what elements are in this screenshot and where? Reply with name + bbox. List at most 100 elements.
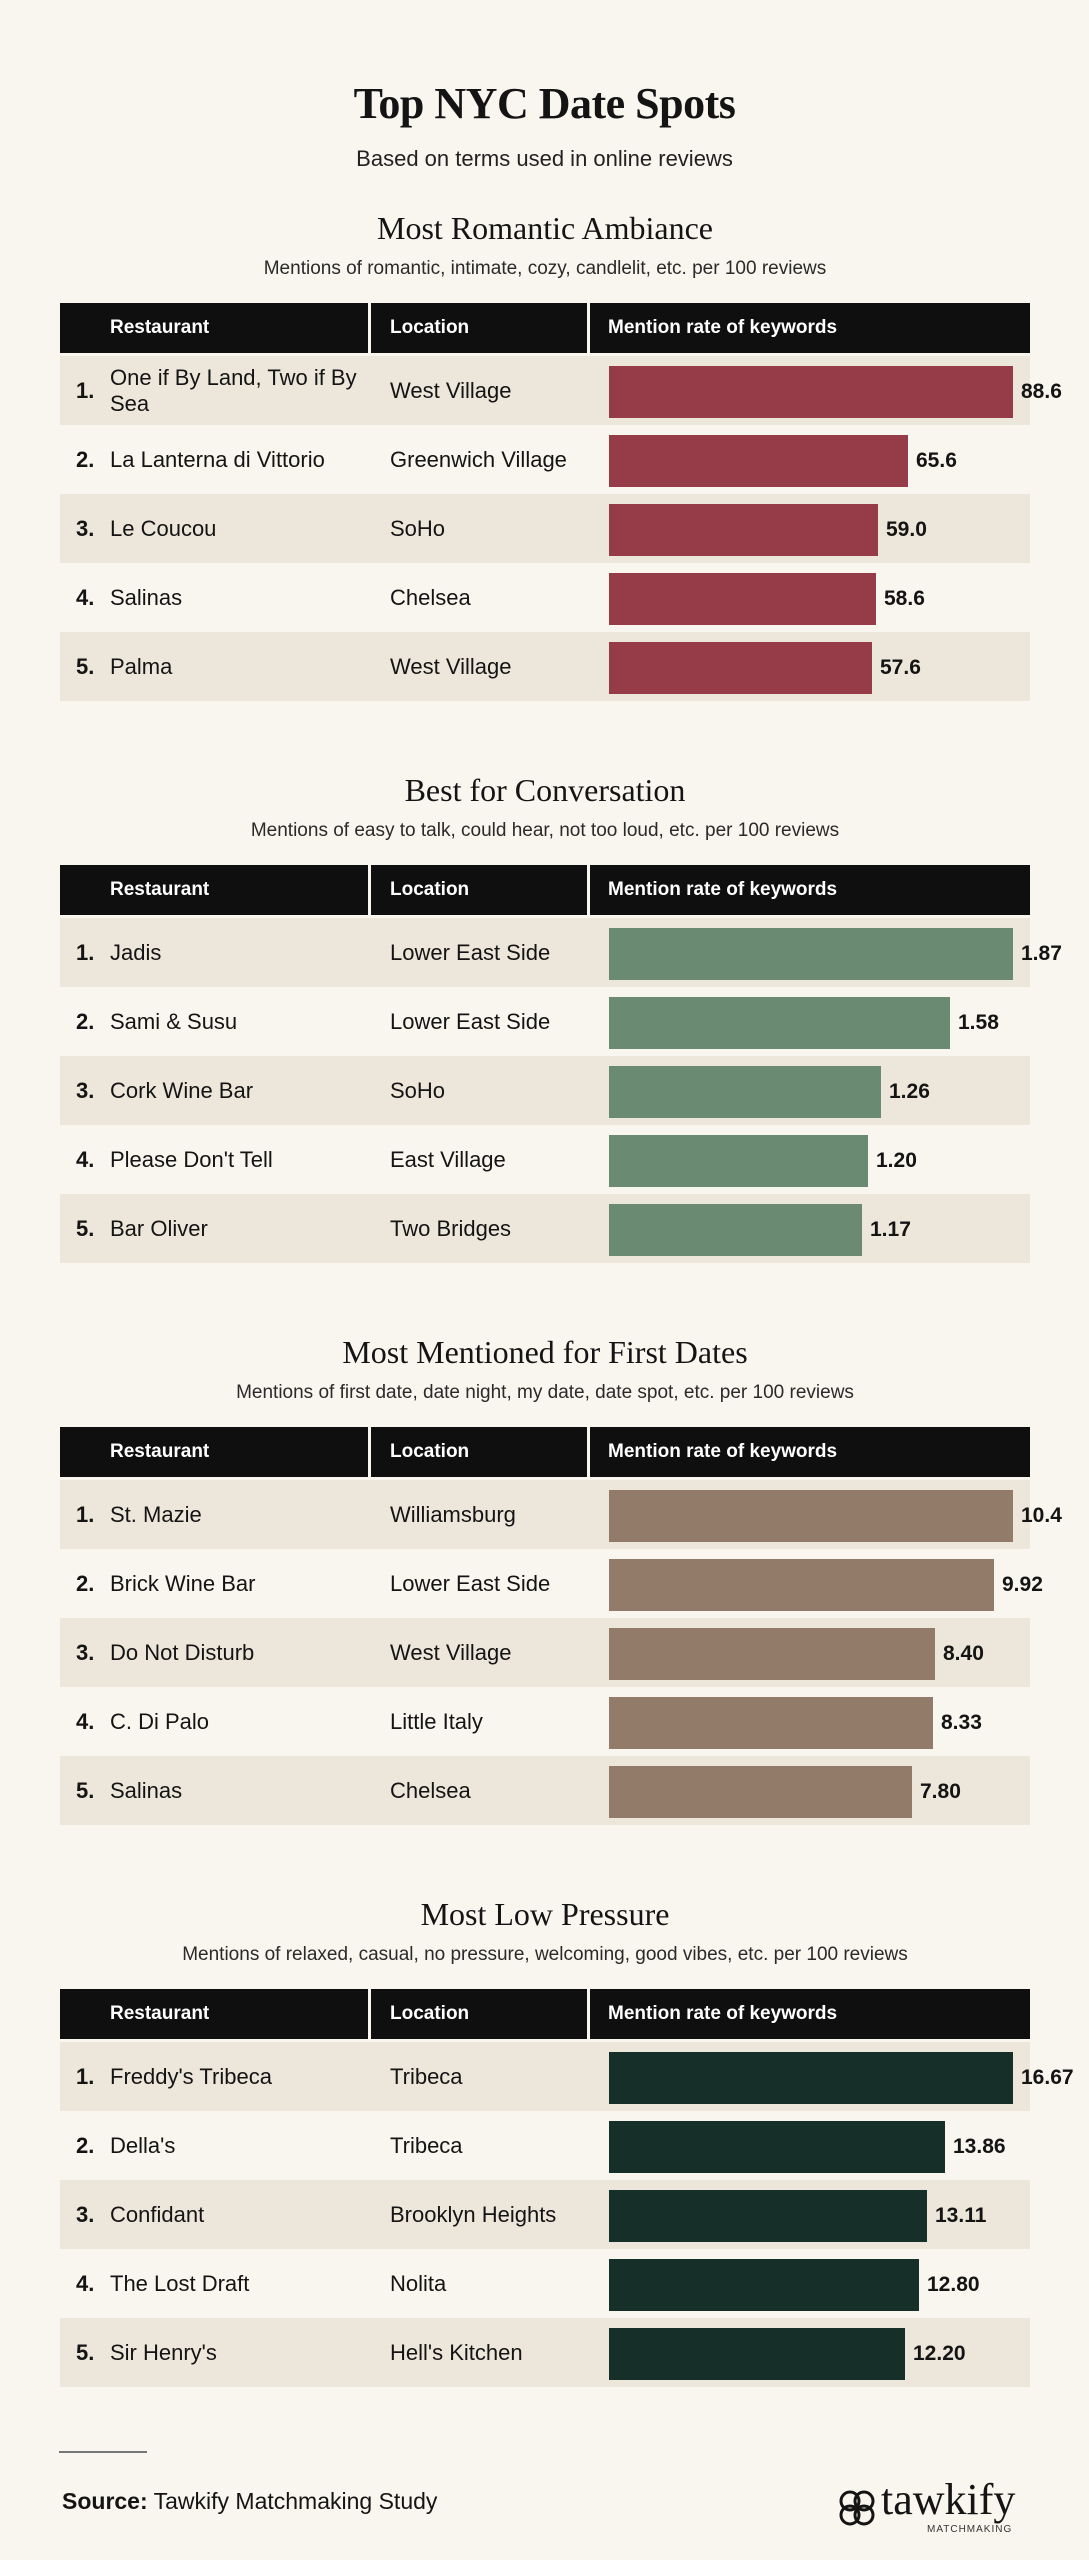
restaurant-name: Bar Oliver: [110, 1194, 370, 1263]
restaurant-location: Two Bridges: [390, 1216, 512, 1241]
restaurant-location: Brooklyn Heights: [390, 2202, 557, 2227]
table-row: 5. Bar Oliver Two Bridges 1.17: [60, 1194, 1030, 1263]
header-restaurant: Restaurant: [60, 1427, 368, 1477]
table-header: Restaurant Location Mention rate of keywor…: [60, 303, 1030, 353]
table-row: 1. Freddy's Tribeca Tribeca 16.67: [60, 2042, 1074, 2111]
restaurant-name: Sir Henry's: [110, 2318, 370, 2387]
rank-number: 1.: [76, 940, 95, 965]
page-subtitle: Based on terms used in online reviews: [356, 146, 733, 171]
header-restaurant: Restaurant: [60, 303, 368, 353]
page-title: Top NYC Date Spots: [353, 79, 736, 128]
bar-value-label: 9.92: [1002, 1573, 1043, 1596]
bar-value-label: 13.11: [935, 2204, 987, 2227]
header-metric: Mention rate of keywords: [590, 1427, 1030, 1477]
rank-number: 1.: [76, 378, 95, 403]
bar-mark: [609, 1135, 868, 1187]
restaurant-name: C. Di Palo: [110, 1687, 370, 1756]
tawkify-logo: tawkify MATCHMAKING: [835, 2475, 1035, 2538]
section-subtitle: Mentions of easy to talk, could hear, no…: [250, 820, 840, 841]
bar-value-label: 12.80: [927, 2273, 980, 2296]
bar-mark: [609, 366, 1013, 418]
restaurant-name-text: Sir Henry's: [110, 2339, 217, 2365]
restaurant-location: Lower East Side: [390, 940, 551, 965]
restaurant-location: SoHo: [390, 1078, 446, 1103]
section-subtitle: Mentions of romantic, intimate, cozy, ca…: [263, 258, 827, 279]
bar-value-label: 13.86: [953, 2135, 1006, 2158]
header-location: Location: [371, 1427, 587, 1477]
rank-number: 4.: [76, 2271, 95, 2296]
bar-value-label: 1.17: [870, 1218, 911, 1241]
restaurant-name: St. Mazie: [110, 1480, 370, 1549]
restaurant-name-text: Please Don't Tell: [110, 1146, 273, 1172]
restaurant-name: Cork Wine Bar: [110, 1056, 370, 1125]
restaurant-location: East Village: [390, 1147, 506, 1172]
table-row: 3. Do Not Disturb West Village 8.40: [60, 1618, 1030, 1687]
section-title: Most Romantic Ambiance: [377, 210, 713, 246]
restaurant-name-text: Jadis: [110, 939, 162, 965]
section-subtitle: Mentions of relaxed, casual, no pressure…: [182, 1944, 908, 1965]
table-row: 1. St. Mazie Williamsburg 10.4: [60, 1480, 1062, 1549]
bar-mark: [609, 504, 878, 556]
source-note: Source: Tawkify Matchmaking Study: [62, 2488, 437, 2515]
restaurant-location: Lower East Side: [390, 1571, 551, 1596]
bar-mark: [609, 1628, 935, 1680]
table-header: Restaurant Location Mention rate of keywor…: [60, 1427, 1030, 1477]
restaurant-location: West Village: [390, 654, 512, 679]
restaurant-name: Salinas: [110, 1756, 370, 1825]
restaurant-name-text: Salinas: [110, 584, 183, 610]
bar-mark: [609, 2052, 1013, 2104]
rank-number: 1.: [76, 2064, 95, 2089]
bar-value-label: 59.0: [886, 518, 927, 541]
bar-value-label: 1.58: [958, 1011, 999, 1034]
bar-mark: [609, 2121, 945, 2173]
bar-value-label: 7.80: [920, 1780, 961, 1803]
table-row: 2. Brick Wine Bar Lower East Side 9.92: [60, 1549, 1043, 1618]
bar-mark: [609, 1697, 933, 1749]
restaurant-name: Please Don't Tell: [110, 1125, 370, 1194]
restaurant-name: Freddy's Tribeca: [110, 2042, 370, 2111]
restaurant-name-text: Le Coucou: [110, 515, 217, 541]
rank-number: 2.: [76, 2133, 95, 2158]
rank-number: 1.: [76, 1502, 95, 1527]
table-row: 3. Le Coucou SoHo 59.0: [60, 494, 1030, 563]
bar-value-label: 65.6: [916, 449, 957, 472]
header-metric: Mention rate of keywords: [590, 303, 1030, 353]
rank-number: 3.: [76, 1640, 95, 1665]
restaurant-name: Salinas: [110, 563, 370, 632]
bar-mark: [609, 2328, 905, 2380]
restaurant-name: Le Coucou: [110, 494, 370, 563]
restaurant-name-text: Do Not Disturb: [110, 1639, 255, 1665]
bar-mark: [609, 2259, 919, 2311]
restaurant-name-text: One if By Land, Two if By Sea: [110, 364, 357, 416]
header-metric: Mention rate of keywords: [590, 1989, 1030, 2039]
rank-number: 2.: [76, 1571, 95, 1596]
restaurant-name: Jadis: [110, 918, 370, 987]
bar-value-label: 88.6: [1021, 380, 1062, 403]
bar-mark: [609, 642, 872, 694]
rank-number: 2.: [76, 1009, 95, 1034]
table-row: 1. Jadis Lower East Side 1.87: [60, 918, 1062, 987]
restaurant-name: Palma: [110, 632, 370, 701]
bar-value-label: 16.67: [1021, 2066, 1074, 2089]
bar-value-label: 8.40: [943, 1642, 984, 1665]
restaurant-name: Sami & Susu: [110, 987, 370, 1056]
bar-mark: [609, 435, 908, 487]
bar-value-label: 1.87: [1021, 942, 1062, 965]
restaurant-location: Williamsburg: [390, 1502, 516, 1527]
header-location: Location: [371, 1989, 587, 2039]
source-text: Tawkify Matchmaking Study: [153, 2488, 438, 2514]
rank-number: 4.: [76, 585, 95, 610]
restaurant-name: Confidant: [110, 2180, 370, 2249]
restaurant-name: Do Not Disturb: [110, 1618, 370, 1687]
bar-mark: [609, 1490, 1013, 1542]
restaurant-name-text: Sami & Susu: [110, 1008, 238, 1034]
restaurant-name-text: La Lanterna di Vittorio: [110, 446, 325, 472]
restaurant-name-text: Bar Oliver: [110, 1215, 208, 1241]
restaurant-location: Chelsea: [390, 1778, 471, 1803]
table-row: 4. Salinas Chelsea 58.6: [60, 563, 1030, 632]
restaurant-name: La Lanterna di Vittorio: [110, 425, 370, 494]
table-row: 2. La Lanterna di Vittorio Greenwich Villa…: [60, 425, 1030, 494]
table-row: 2. Della's Tribeca 13.86: [60, 2111, 1030, 2180]
restaurant-name: The Lost Draft: [110, 2249, 370, 2318]
bar-value-label: 10.4: [1021, 1504, 1062, 1527]
